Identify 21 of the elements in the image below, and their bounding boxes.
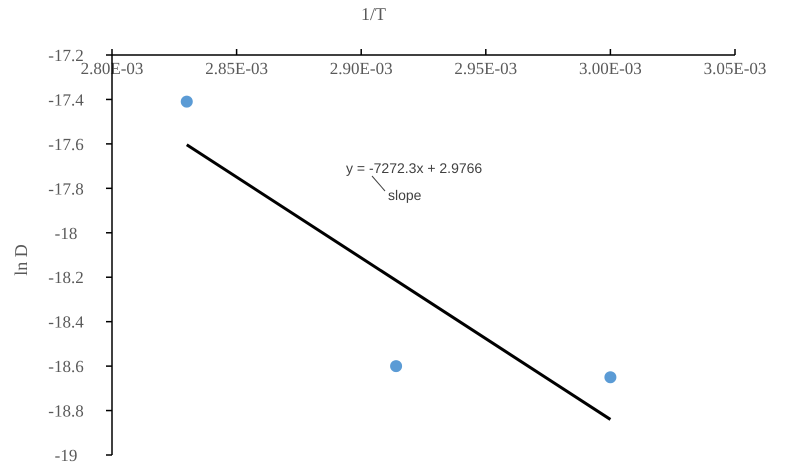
x-tick-label: 3.05E-03 [704,59,766,78]
y-tick-label: -18.6 [48,357,84,376]
annotation: slope [388,187,422,203]
y-tick-label: -17.6 [48,134,84,154]
point [604,371,616,384]
x-tick-label: 2.95E-03 [454,59,518,78]
x-tick-label: 2.85E-03 [205,59,268,78]
y-tick-label: -17.8 [48,179,84,198]
x-tick-label: 2.90E-03 [330,59,393,78]
y-tick-label: -18.2 [48,268,84,288]
annotation: y = -7272.3x + 2.9766 [346,160,482,176]
y-tick-label: -19 [54,446,78,465]
y-tick-label: -18 [54,224,78,243]
x-tick-label: 3.00E-03 [579,59,642,78]
y-axis-title: ln D [11,244,31,276]
y-tick-label: -18.4 [48,312,84,332]
point [180,96,193,108]
y-tick-label: -18.8 [48,402,84,421]
y-tick-label: -17.4 [48,90,84,110]
point [390,360,402,372]
x-axis-title: 1/T [361,4,386,24]
